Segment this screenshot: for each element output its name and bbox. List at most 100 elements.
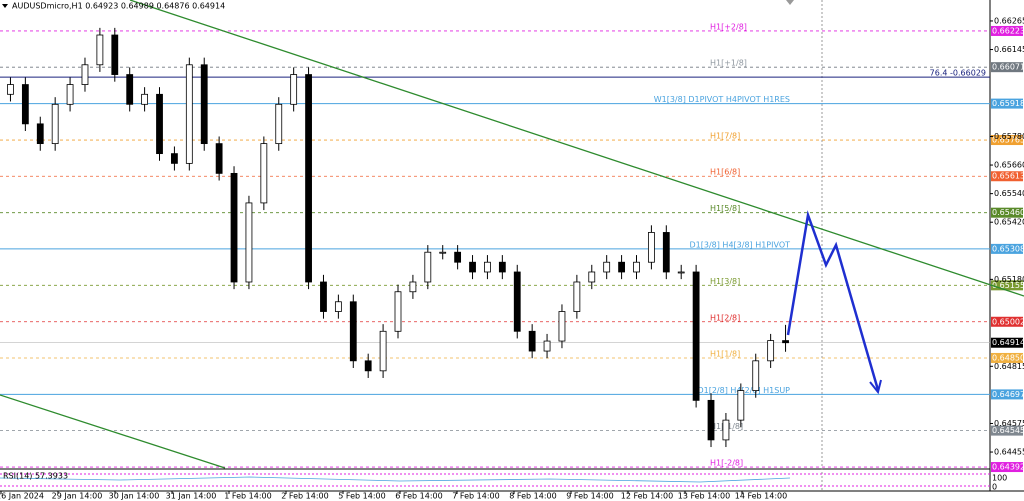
menu-icon — [2, 4, 8, 8]
chart-title: AUDUSDmicro,H1 0.64923 0.64989 0.64876 0… — [12, 2, 225, 11]
x-tick-label: 5 Feb 14:00 — [338, 492, 385, 501]
price-box — [991, 337, 1023, 348]
x-tick-label: 6 Feb 14:00 — [395, 492, 442, 501]
level-label: D1[3/8] H4[3/8] H1PIVOT — [690, 240, 791, 249]
candle-body — [767, 340, 775, 362]
x-tick-label: 31 Jan 14:00 — [166, 492, 217, 501]
level-label: H1[3/8] — [710, 277, 740, 286]
rsi-tick: 100 — [992, 474, 1007, 483]
candle-body — [633, 261, 640, 273]
price-box-label: 0.64392 — [992, 463, 1024, 472]
candle-body — [528, 330, 536, 352]
x-tick-label: 8 Feb 14:00 — [509, 492, 556, 501]
price-box — [991, 462, 1023, 473]
candle-body — [320, 281, 327, 312]
candle-body — [439, 251, 447, 254]
price-box — [991, 389, 1023, 400]
price-box — [991, 62, 1023, 73]
candle-body — [588, 271, 596, 283]
y-tick-label: 0.64815 — [994, 362, 1024, 371]
candle-body — [260, 143, 268, 204]
level-label: H1[2/8] — [710, 313, 740, 322]
candle-body — [677, 271, 685, 274]
price-box-label: 0.65308 — [992, 244, 1024, 253]
candle-body — [558, 311, 566, 342]
candle-body — [141, 93, 149, 105]
candle-body — [722, 419, 730, 441]
candle-body — [230, 172, 238, 283]
candle-body — [454, 251, 462, 263]
candle-body — [573, 281, 581, 312]
candle-body — [424, 251, 432, 283]
candle-body — [692, 271, 700, 401]
x-tick-label: 9 Feb 14:00 — [566, 492, 613, 501]
price-box-label: 0.65460 — [992, 208, 1024, 217]
level-label: H1[+1/8] — [710, 59, 747, 68]
candle-body — [36, 123, 44, 145]
forecast-arrow — [786, 210, 880, 391]
shift-marker — [786, 0, 794, 5]
price-box — [991, 98, 1023, 109]
candle-body — [111, 34, 119, 75]
level-label: H1[6/8] — [710, 168, 740, 177]
price-box — [991, 207, 1023, 218]
x-tick-label: 29 Jan 14:00 — [52, 492, 103, 501]
candle-body — [171, 153, 178, 164]
candle-body — [498, 261, 506, 273]
candle-body — [200, 64, 208, 145]
price-box — [991, 135, 1023, 146]
level-label: H1[+2/8] — [710, 22, 747, 31]
price-box-label: 0.65002 — [992, 317, 1024, 326]
level-label: H1[5/8] — [710, 204, 740, 213]
candle-body — [290, 74, 298, 105]
y-tick-label: 0.64575 — [994, 419, 1024, 428]
price-box-label: 0.64914 — [992, 338, 1024, 347]
arrow-head — [869, 379, 882, 395]
trend-line — [0, 394, 226, 469]
candle-body — [364, 360, 372, 372]
trend-line — [129, 0, 1024, 297]
y-tick-label: 0.65420 — [994, 218, 1024, 227]
candle-body — [81, 64, 89, 85]
price-box — [991, 352, 1023, 363]
candle-body — [603, 261, 611, 273]
x-tick-label: 26 Jan 2024 — [0, 492, 44, 501]
candle-body — [215, 143, 223, 174]
x-tick-label: 2 Feb 14:00 — [281, 492, 328, 501]
x-tick-label: 13 Feb 14:00 — [678, 492, 730, 501]
x-tick-label: 1 Feb 14:00 — [224, 492, 271, 501]
y-tick-label: 0.65780 — [994, 132, 1024, 141]
price-box-label: 0.64850 — [992, 353, 1024, 362]
candle-body — [662, 232, 670, 273]
candle-body — [96, 34, 104, 66]
candle-body — [469, 261, 476, 273]
price-box — [991, 316, 1023, 327]
candle-body — [51, 103, 59, 145]
candle-body — [543, 340, 551, 352]
y-tick-label: 0.66145 — [994, 45, 1024, 54]
x-tick-label: 14 Feb 14:00 — [735, 492, 787, 501]
price-box-label: 0.64697 — [992, 390, 1024, 399]
candle-body — [513, 271, 521, 332]
candle-body — [394, 291, 402, 332]
candle-body — [409, 281, 417, 293]
rsi-line — [0, 476, 791, 483]
y-tick-label: 0.65660 — [994, 161, 1024, 170]
price-box — [991, 25, 1023, 36]
candle-body — [126, 74, 134, 105]
candle-body — [349, 301, 357, 362]
x-tick-label: 12 Feb 14:00 — [621, 492, 673, 501]
candle-body — [185, 64, 193, 164]
price-box — [991, 171, 1023, 182]
candle-body — [275, 103, 283, 145]
price-box-label: 0.65918 — [992, 99, 1024, 108]
price-box-label: 0.65765 — [992, 136, 1024, 145]
price-box — [991, 243, 1023, 254]
candle-body — [379, 330, 387, 372]
candle-body — [7, 84, 14, 95]
price-box — [991, 280, 1023, 291]
level-label: 76.4 -0.66029 — [930, 69, 986, 78]
rsi-tick: 0 — [992, 483, 997, 492]
y-tick-label: 0.64455 — [994, 448, 1024, 457]
